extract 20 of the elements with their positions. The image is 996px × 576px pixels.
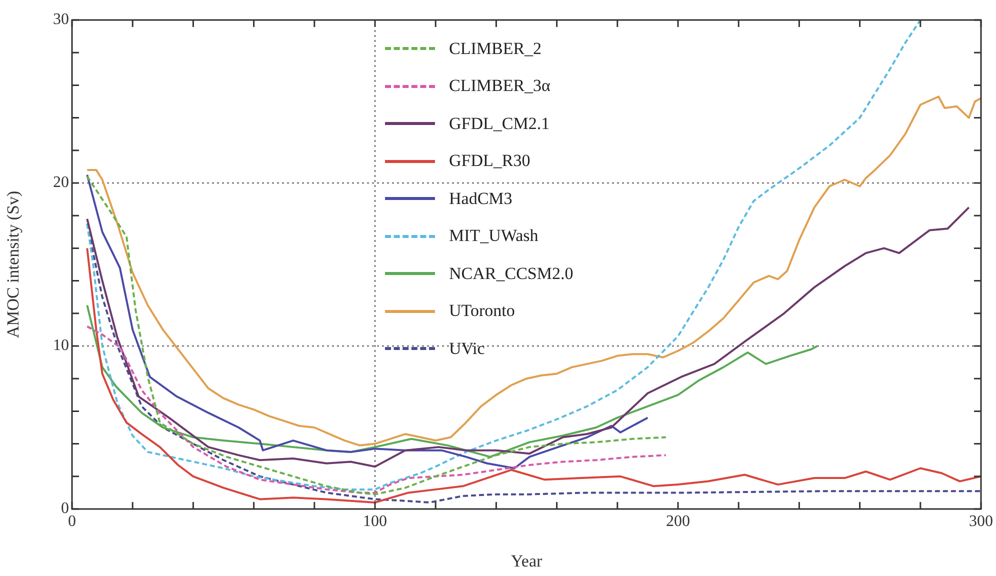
y-axis-title: AMOC intensity (Sv) [4,190,23,338]
legend-label: UToronto [449,301,515,322]
legend-label: CLIMBER_3α [449,76,550,96]
y-tick-label: 20 [53,174,69,192]
legend-label: MIT_UWash [449,226,538,246]
legend-label: NCAR_CCSM2.0 [449,264,574,284]
line-series [86,325,667,494]
line-series [86,20,922,490]
y-tick-label: 0 [61,500,69,518]
legend-label: GFDL_R30 [449,151,530,172]
legend-label: HadCM3 [449,188,512,209]
legend-label: CLIMBER_2 [449,38,542,59]
x-tick-label: 300 [969,512,993,530]
legend-label: UVic [449,338,485,359]
legend-label: GFDL_CM2.1 [449,114,550,134]
x-axis-title: Year [510,551,542,570]
y-tick-label: 10 [53,337,69,354]
x-tick-label: 100 [363,512,387,530]
y-tick-label: 30 [53,11,69,28]
x-tick-label: 200 [666,512,690,530]
